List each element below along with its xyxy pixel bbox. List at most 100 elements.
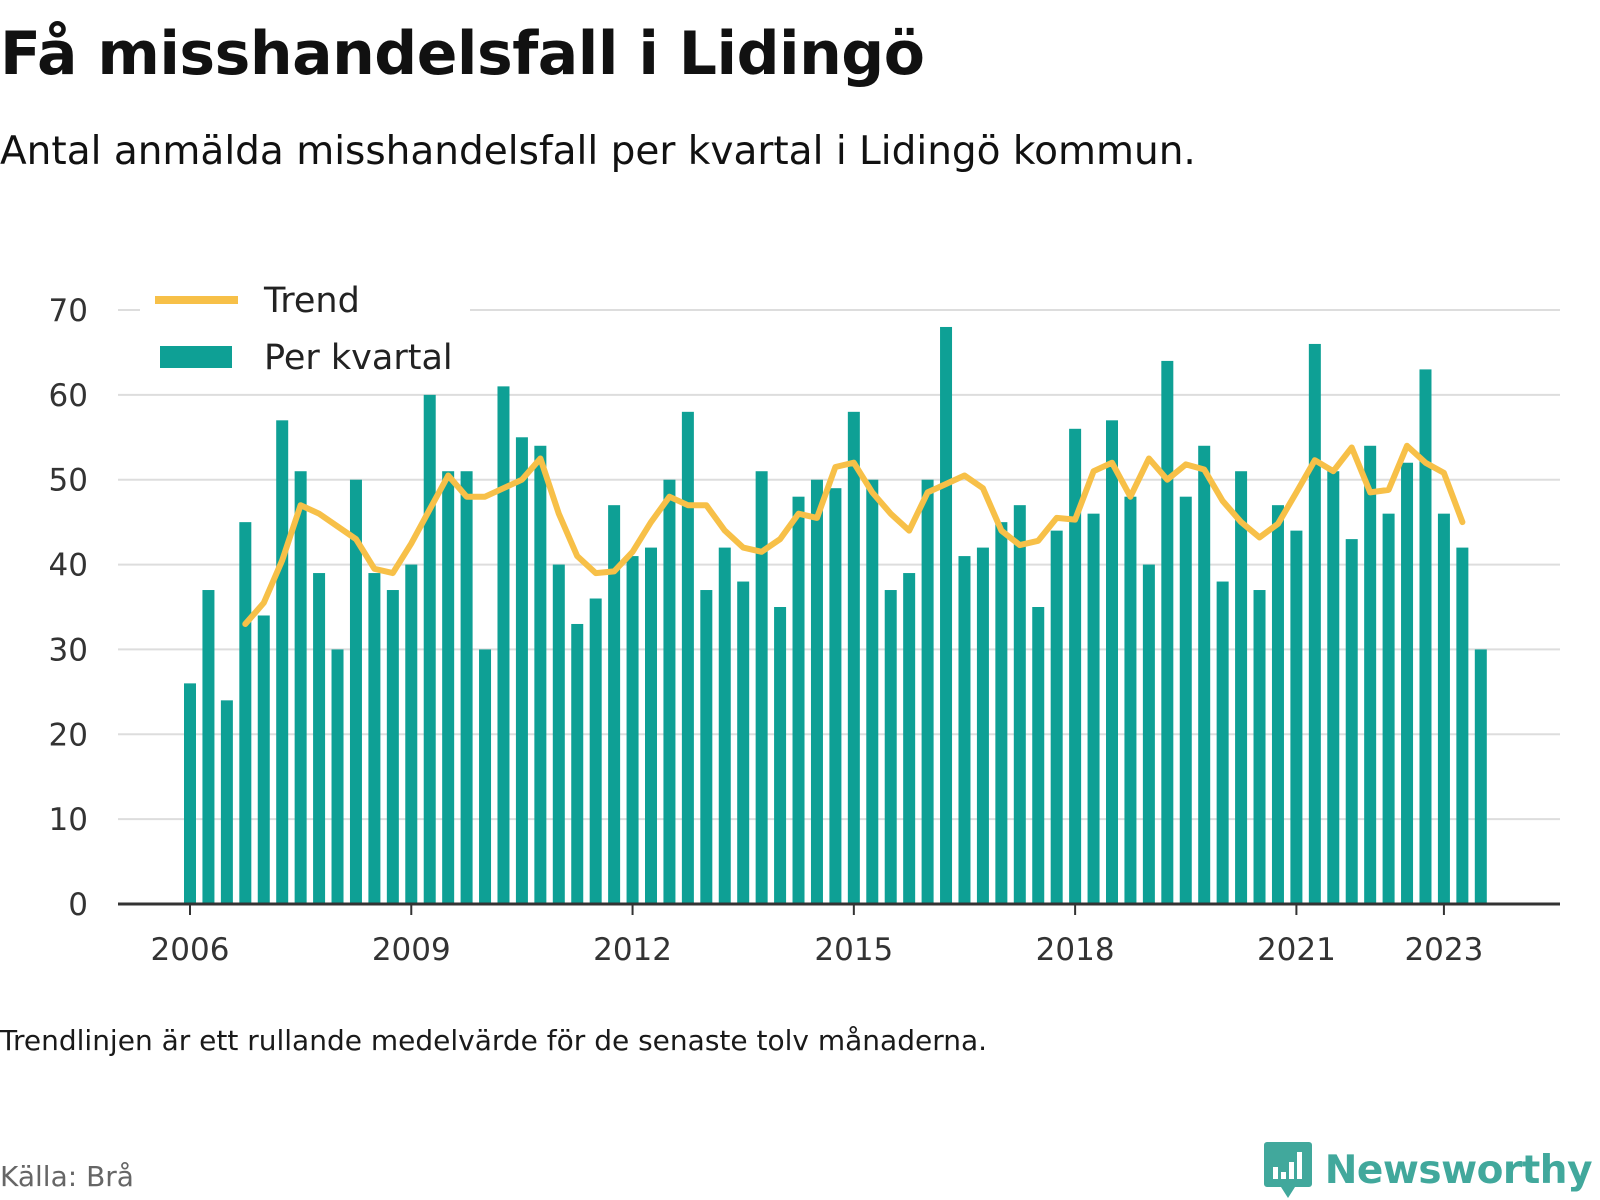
bar bbox=[940, 326, 953, 904]
chart-area: 0 10 20 30 40 50 60 70 2006 2009 2012 2015 2018 2021 2… bbox=[49, 265, 1560, 968]
bar bbox=[1382, 513, 1395, 904]
bar bbox=[1419, 369, 1432, 904]
bar bbox=[1327, 471, 1340, 904]
bar bbox=[1124, 496, 1137, 904]
brand-logo: Newsworthy bbox=[1263, 1140, 1593, 1200]
bar bbox=[276, 420, 289, 904]
bar bbox=[829, 488, 842, 904]
bar bbox=[718, 547, 731, 904]
bar bbox=[921, 479, 934, 904]
bar bbox=[1069, 428, 1082, 904]
bar bbox=[1345, 539, 1358, 904]
y-tick-label: 60 bbox=[49, 378, 88, 414]
bar bbox=[681, 411, 694, 904]
bar bbox=[1253, 590, 1266, 904]
bar bbox=[1401, 462, 1414, 904]
bar bbox=[976, 547, 989, 904]
y-tick-label: 20 bbox=[49, 717, 88, 753]
bar bbox=[423, 394, 436, 904]
bar bbox=[460, 471, 473, 904]
x-tick-label: 2021 bbox=[1257, 932, 1336, 968]
bar bbox=[755, 471, 768, 904]
legend-swatch-per-kvartal bbox=[160, 346, 232, 368]
bar bbox=[810, 479, 823, 904]
bar bbox=[866, 479, 879, 904]
bar bbox=[608, 505, 621, 904]
bar bbox=[737, 581, 750, 904]
bar bbox=[1474, 649, 1487, 904]
x-tick-label: 2023 bbox=[1404, 932, 1483, 968]
bar bbox=[1271, 505, 1284, 904]
bar bbox=[903, 573, 916, 904]
x-tick-label: 2018 bbox=[1036, 932, 1115, 968]
legend-label-per-kvartal: Per kvartal bbox=[264, 338, 453, 378]
bar bbox=[663, 479, 676, 904]
trend-line bbox=[242, 442, 1466, 627]
x-tick-label: 2012 bbox=[593, 932, 672, 968]
bar bbox=[774, 607, 787, 904]
bar bbox=[405, 564, 418, 904]
axes: 0 10 20 30 40 50 60 70 2006 2009 2012 2015 2018 2021 2… bbox=[49, 293, 1560, 968]
footnote: Trendlinjen är ett rullande medelvärde f… bbox=[0, 1024, 988, 1057]
bar bbox=[626, 556, 639, 904]
bar bbox=[202, 590, 215, 904]
bar bbox=[386, 590, 399, 904]
bar bbox=[220, 700, 233, 904]
bar bbox=[442, 471, 455, 904]
bar bbox=[313, 573, 326, 904]
chart-subtitle: Antal anmälda misshandelsfall per kvarta… bbox=[0, 129, 1196, 174]
bar bbox=[1050, 530, 1063, 904]
bar bbox=[368, 573, 381, 904]
bar bbox=[552, 564, 565, 904]
x-tick-label: 2015 bbox=[814, 932, 893, 968]
bar bbox=[497, 386, 510, 904]
bar bbox=[1087, 513, 1100, 904]
brand-name: Newsworthy bbox=[1324, 1147, 1593, 1193]
bar bbox=[571, 623, 584, 904]
line-series-trend bbox=[242, 442, 1466, 627]
legend-label-trend: Trend bbox=[263, 281, 360, 321]
bar bbox=[331, 649, 344, 904]
x-tick-label: 2009 bbox=[372, 932, 451, 968]
y-tick-label: 50 bbox=[49, 463, 88, 499]
bar bbox=[349, 479, 362, 904]
bar bbox=[1032, 607, 1045, 904]
bar bbox=[1456, 547, 1469, 904]
y-tick-label: 40 bbox=[49, 548, 88, 584]
bar bbox=[479, 649, 492, 904]
chart-title: Få misshandelsfall i Lidingö bbox=[0, 19, 925, 89]
bar bbox=[1142, 564, 1155, 904]
bar bbox=[1013, 505, 1026, 904]
bar bbox=[792, 496, 805, 904]
bar bbox=[645, 547, 657, 904]
bar bbox=[1106, 420, 1118, 904]
y-tick-label: 0 bbox=[68, 887, 88, 923]
bar bbox=[995, 522, 1008, 904]
bar bbox=[1198, 445, 1211, 904]
legend: Trend Per kvartal bbox=[140, 265, 470, 385]
bar bbox=[1290, 530, 1303, 904]
bar bbox=[1308, 343, 1321, 904]
bar bbox=[239, 522, 252, 904]
x-tick-label: 2006 bbox=[151, 932, 230, 968]
y-tick-label: 70 bbox=[49, 293, 88, 329]
bar bbox=[1364, 445, 1377, 904]
bar bbox=[700, 590, 713, 904]
bar bbox=[1179, 496, 1192, 904]
bar bbox=[589, 598, 602, 904]
y-tick-label: 10 bbox=[49, 802, 88, 838]
bar bbox=[1437, 513, 1450, 904]
bar bbox=[534, 445, 547, 904]
bar bbox=[294, 471, 307, 904]
bar bbox=[1216, 581, 1229, 904]
source-label: Källa: Brå bbox=[0, 1160, 134, 1193]
y-tick-label: 30 bbox=[49, 632, 88, 668]
bar bbox=[515, 437, 528, 904]
bar bbox=[884, 590, 897, 904]
bar bbox=[847, 411, 860, 904]
bar bbox=[184, 683, 196, 904]
bar bbox=[1235, 471, 1248, 904]
bar bbox=[958, 556, 971, 904]
bar-series-per-kvartal bbox=[184, 326, 1487, 904]
bar bbox=[1161, 360, 1174, 904]
